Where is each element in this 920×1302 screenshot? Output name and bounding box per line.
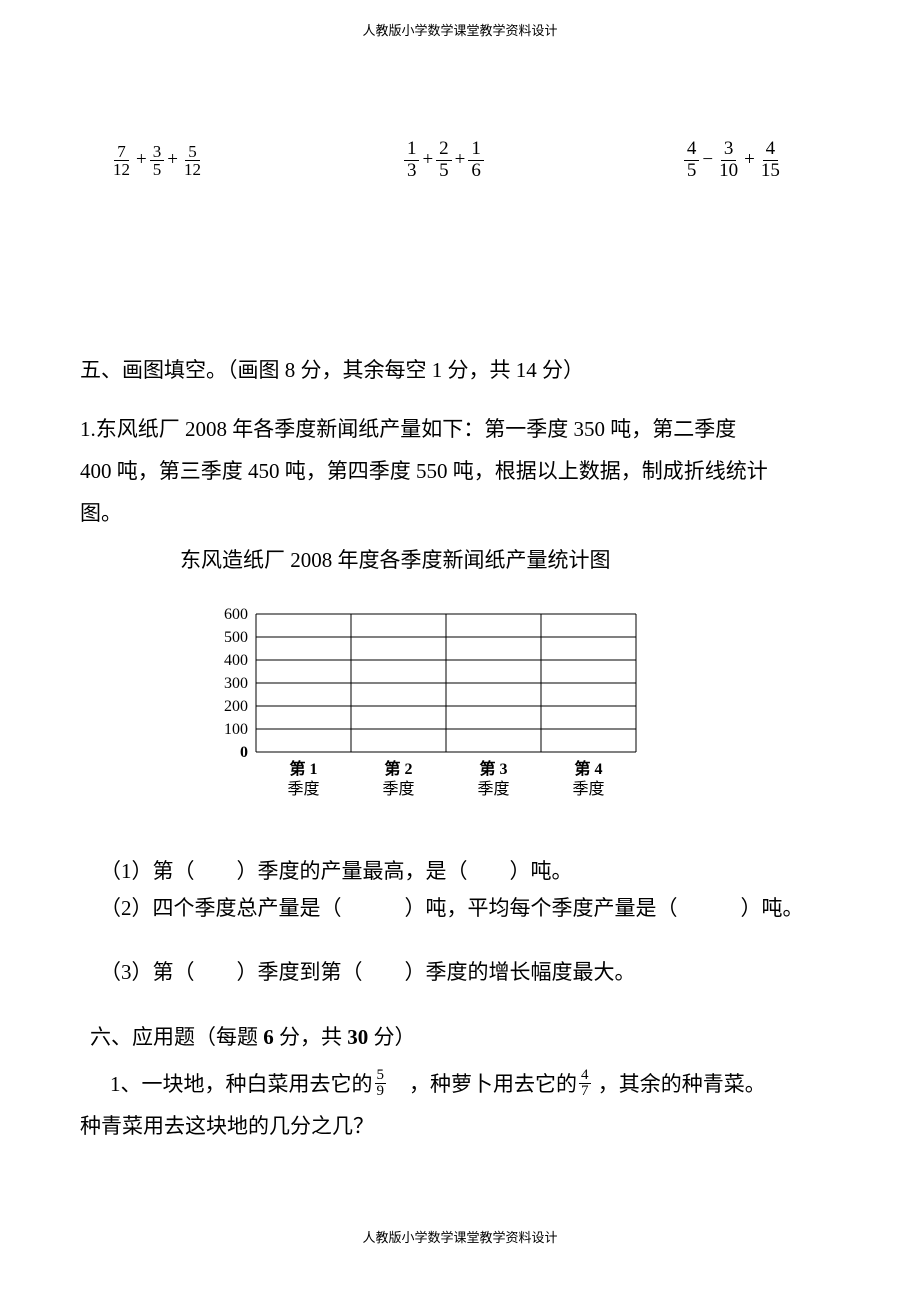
fraction-numerator: 3 <box>150 143 165 161</box>
x-category-label-bottom: 季度 <box>382 780 414 798</box>
fraction-4-7: 47 <box>579 1068 591 1099</box>
fraction-denominator: 12 <box>181 161 204 178</box>
frac-5-9-den: 9 <box>375 1084 387 1099</box>
question-1: （1）第（ ）季度的产量最高，是（ ）吨。 <box>100 854 840 890</box>
problem-intro-line2: 400 吨，第三季度 450 吨，第四季度 550 吨，根据以上数据，制成折线统… <box>80 450 840 492</box>
fraction-expression-2: 13+25+16 <box>404 139 484 182</box>
chart-container: 600 500 400 300 200 100 0 第 1 季度 第 2 季度 第 3 季度 第 4 季度 <box>200 604 840 824</box>
fraction-numerator: 7 <box>114 143 129 161</box>
x-category-label-top: 第 1 <box>289 759 317 778</box>
operator: + <box>741 149 758 171</box>
fraction: 25 <box>436 139 452 182</box>
frac-4-7-den: 7 <box>579 1084 591 1099</box>
fraction-denominator: 5 <box>150 161 165 178</box>
fraction-denominator: 6 <box>468 161 484 182</box>
section-6-suffix: 分） <box>368 1025 415 1049</box>
problem-intro-line3: 图。 <box>80 492 840 534</box>
fraction: 35 <box>150 143 165 178</box>
fraction-numerator: 5 <box>185 143 200 161</box>
section-5-heading: 五、画图填空。（画图 8 分，其余每空 1 分，共 14 分） <box>80 352 840 390</box>
fraction-denominator: 3 <box>404 161 420 182</box>
page-header: 人教版小学数学课堂教学资料设计 <box>80 20 840 39</box>
question-3: （3）第（ ）季度到第（ ）季度的增长幅度最大。 <box>100 955 840 991</box>
fraction-numerator: 3 <box>721 139 737 161</box>
operator: + <box>164 149 181 171</box>
fraction-expression-3: 45−310+415 <box>684 139 783 182</box>
page-footer: 人教版小学数学课堂教学资料设计 <box>80 1227 840 1246</box>
x-category-label-top: 第 3 <box>479 759 507 778</box>
x-category-label-bottom: 季度 <box>287 780 319 798</box>
x-category-label-bottom: 季度 <box>477 780 509 798</box>
operator: + <box>452 149 469 171</box>
fraction-5-9: 59 <box>375 1068 387 1099</box>
section-6-thirty: 30 <box>347 1025 368 1049</box>
question-2: （2）四个季度总产量是（ ）吨，平均每个季度产量是（ ）吨。 <box>100 891 840 927</box>
y-tick-label: 0 <box>240 744 248 761</box>
p1-part1: 1、一块地，种白菜用去它的 <box>110 1072 373 1096</box>
section-6-prefix: 六、应用题（每题 <box>90 1025 263 1049</box>
x-category-label-top: 第 4 <box>574 759 602 778</box>
y-tick-label: 400 <box>224 652 248 669</box>
fraction-numerator: 2 <box>436 139 452 161</box>
fraction-numerator: 1 <box>468 139 484 161</box>
fraction-denominator: 5 <box>436 161 452 182</box>
operator: − <box>699 149 716 171</box>
fraction: 712 <box>110 143 133 178</box>
y-tick-label: 100 <box>224 721 248 738</box>
fraction-numerator: 1 <box>404 139 420 161</box>
section-6-heading: 六、应用题（每题 6 分，共 30 分） <box>90 1021 840 1051</box>
fraction: 13 <box>404 139 420 182</box>
section-6-mid: 分，共 <box>274 1025 348 1049</box>
problem-intro-line1: 1.东风纸厂 2008 年各季度新闻纸产量如下：第一季度 350 吨，第二季度 <box>80 408 840 450</box>
fraction-denominator: 10 <box>716 161 741 182</box>
fraction: 45 <box>684 139 700 182</box>
p1-part3: ，其余的种青菜。 <box>593 1072 766 1096</box>
chart-grid-svg: 600 500 400 300 200 100 0 第 1 季度 第 2 季度 第 3 季度 第 4 季度 <box>200 604 650 824</box>
p1-part2: ，种萝卜用去它的 <box>388 1072 577 1096</box>
y-tick-label: 500 <box>224 629 248 646</box>
operator: + <box>133 149 150 171</box>
fraction: 415 <box>758 139 783 182</box>
section-6-six: 6 <box>263 1025 274 1049</box>
fraction-numerator: 4 <box>763 139 779 161</box>
problem-6-1: 1、一块地，种白菜用去它的59 ，种萝卜用去它的47 ，其余的种青菜。 种青菜用… <box>110 1063 840 1147</box>
chart-title: 东风造纸厂 2008 年度各季度新闻纸产量统计图 <box>180 544 840 574</box>
fraction-denominator: 12 <box>110 161 133 178</box>
frac-4-7-num: 4 <box>579 1068 591 1084</box>
fraction: 16 <box>468 139 484 182</box>
y-tick-label: 300 <box>224 675 248 692</box>
fraction-expressions-row: 712+35+51213+25+1645−310+415 <box>110 139 840 182</box>
fraction-denominator: 15 <box>758 161 783 182</box>
fraction-expression-1: 712+35+512 <box>110 139 204 182</box>
fraction: 310 <box>716 139 741 182</box>
x-category-label-bottom: 季度 <box>572 780 604 798</box>
y-tick-label: 600 <box>224 606 248 623</box>
x-category-label-top: 第 2 <box>384 759 412 778</box>
frac-5-9-num: 5 <box>375 1068 387 1084</box>
p1-line2: 种青菜用去这块地的几分之几？ <box>80 1105 374 1147</box>
operator: + <box>419 149 436 171</box>
fraction: 512 <box>181 143 204 178</box>
y-tick-label: 200 <box>224 698 248 715</box>
fraction-numerator: 4 <box>684 139 700 161</box>
fraction-denominator: 5 <box>684 161 700 182</box>
questions-block: （1）第（ ）季度的产量最高，是（ ）吨。 （2）四个季度总产量是（ ）吨，平均… <box>100 854 840 991</box>
